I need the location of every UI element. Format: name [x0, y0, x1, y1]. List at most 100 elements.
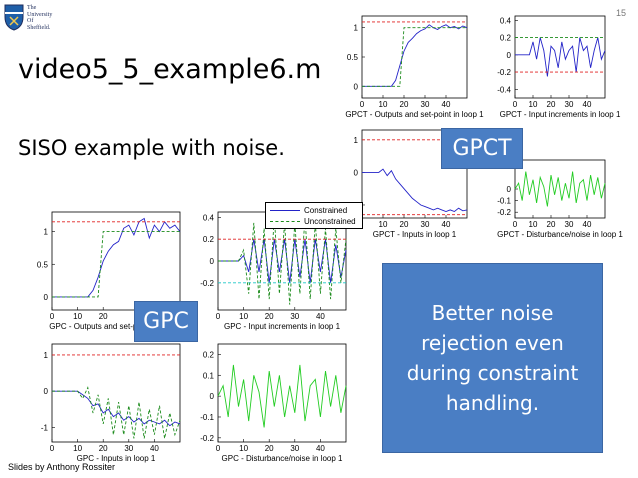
gpct-label-box: GPCT	[441, 128, 523, 169]
x-tick-label: 10	[73, 312, 82, 321]
x-tick-label: 10	[379, 220, 388, 229]
slide-title: video5_5_example6.m	[18, 54, 322, 85]
y-tick-label: -0.1	[497, 197, 511, 206]
series-line	[52, 231, 180, 298]
callout-box: Better noise rejection even during const…	[382, 263, 603, 453]
x-tick-label: 20	[265, 312, 274, 321]
y-tick-label: -0.2	[497, 68, 511, 77]
legend-item-constrained: Constrained	[270, 205, 347, 215]
y-tick-label: 1	[354, 136, 359, 145]
y-tick-label: -0.2	[497, 208, 511, 217]
legend-label: Constrained	[304, 205, 348, 215]
x-axis-label: GPC - Disturbance/noise in loop 1	[222, 454, 344, 463]
series-line	[52, 386, 181, 439]
x-tick-label: 0	[216, 444, 221, 453]
legend-label: Unconstrained	[304, 216, 356, 226]
x-tick-label: 40	[442, 220, 451, 229]
x-tick-label: 20	[547, 100, 556, 109]
x-tick-label: 10	[73, 444, 82, 453]
y-tick-label: 0.4	[500, 16, 512, 25]
series-line	[52, 217, 181, 298]
y-tick-label: 0.5	[37, 260, 49, 269]
x-tick-label: 40	[583, 100, 592, 109]
page-number: 15	[615, 8, 626, 18]
y-tick-label: 0.2	[203, 235, 215, 244]
y-tick-label: 1	[44, 228, 49, 237]
crest-icon	[4, 4, 24, 31]
x-axis-label: GPCT - Input increments in loop 1	[500, 110, 621, 119]
x-tick-label: 10	[379, 100, 388, 109]
series-line	[52, 390, 181, 427]
y-tick-label: 0	[354, 82, 359, 91]
x-tick-label: 20	[265, 444, 274, 453]
x-tick-label: 30	[290, 312, 299, 321]
plot-frame	[514, 15, 606, 99]
y-tick-label: 0	[210, 392, 215, 401]
y-tick-label: 0	[210, 257, 215, 266]
x-tick-label: 0	[360, 100, 365, 109]
x-tick-label: 20	[400, 100, 409, 109]
x-tick-label: 10	[239, 444, 248, 453]
x-tick-label: 30	[565, 220, 574, 229]
x-tick-label: 0	[513, 100, 518, 109]
x-tick-label: 40	[316, 312, 325, 321]
slide-subtitle: SISO example with noise.	[18, 136, 285, 160]
y-tick-label: -0.2	[200, 434, 214, 443]
series-line	[362, 24, 468, 87]
y-tick-label: 0	[507, 185, 512, 194]
plot-frame	[51, 211, 181, 311]
y-tick-label: 0.5	[347, 53, 359, 62]
y-tick-label: 0	[44, 387, 49, 396]
series-line	[218, 217, 347, 305]
y-tick-label: 0	[507, 51, 512, 60]
x-tick-label: 10	[529, 100, 538, 109]
x-tick-label: 40	[442, 100, 451, 109]
y-tick-label: 0	[354, 168, 359, 177]
x-tick-label: 10	[529, 220, 538, 229]
x-axis-label: GPCT - Disturbance/noise in loop 1	[497, 230, 623, 239]
plot-frame	[361, 15, 468, 99]
series-line	[217, 364, 347, 428]
y-tick-label: 0.2	[500, 34, 512, 43]
x-tick-label: 30	[565, 100, 574, 109]
series-line	[515, 37, 606, 77]
chart-legend: Constrained Unconstrained	[265, 202, 363, 229]
x-axis-label: GPC - Input increments in loop 1	[224, 322, 341, 331]
legend-swatch	[270, 209, 300, 211]
x-tick-label: 20	[547, 220, 556, 229]
y-tick-label: 1	[44, 351, 49, 360]
y-tick-label: 0.2	[203, 350, 215, 359]
series-line	[362, 168, 468, 213]
x-tick-label: 30	[124, 444, 133, 453]
y-tick-label: -0.4	[497, 85, 511, 94]
y-tick-label: -1	[41, 423, 49, 432]
y-tick-label: 1	[354, 24, 359, 33]
x-tick-label: 20	[99, 312, 108, 321]
legend-swatch	[270, 220, 300, 222]
plot-frame	[217, 343, 347, 443]
x-tick-label: 40	[583, 220, 592, 229]
x-tick-label: 0	[50, 444, 55, 453]
series-line	[514, 171, 606, 207]
slide-credit: Slides by Anthony Rossiter	[8, 462, 116, 472]
x-tick-label: 10	[239, 312, 248, 321]
x-tick-label: 0	[216, 312, 221, 321]
y-tick-label: -0.1	[200, 413, 214, 422]
y-tick-label: 0	[44, 293, 49, 302]
gpc-label-box: GPC	[134, 301, 198, 342]
y-tick-label: -0.2	[200, 279, 214, 288]
x-axis-label: GPCT - Outputs and set-point in loop 1	[345, 110, 484, 119]
x-tick-label: 30	[421, 220, 430, 229]
y-tick-label: 0.4	[203, 213, 215, 222]
x-tick-label: 0	[50, 312, 55, 321]
x-tick-label: 20	[99, 444, 108, 453]
plot-frame	[51, 343, 181, 443]
y-tick-label: 0.1	[203, 371, 215, 380]
x-tick-label: 20	[400, 220, 409, 229]
series-line	[218, 239, 347, 283]
x-tick-label: 0	[513, 220, 518, 229]
plot-frame	[514, 159, 606, 219]
x-tick-label: 30	[421, 100, 430, 109]
x-axis-label: GPCT - Inputs in loop 1	[373, 230, 457, 239]
legend-item-unconstrained: Unconstrained	[270, 216, 356, 226]
